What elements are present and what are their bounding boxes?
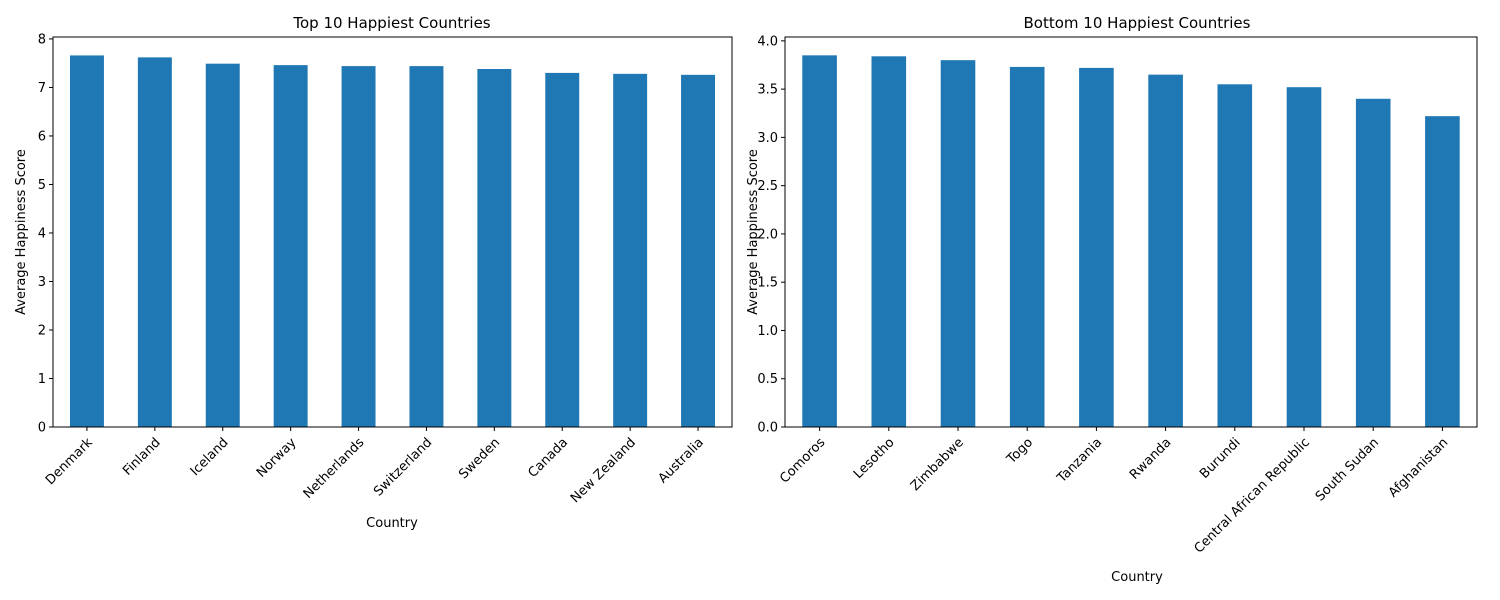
bar-south-sudan: [1355, 98, 1391, 428]
y-tick-label: 1: [38, 372, 46, 387]
bar-switzerland: [409, 66, 444, 427]
plot-frame: [52, 36, 733, 428]
bar-burundi: [1217, 84, 1253, 428]
y-tick-label: 8: [38, 32, 46, 47]
x-axis-label: Country: [1111, 570, 1163, 585]
x-tick-label: Afghanistan: [1386, 435, 1451, 500]
chart-top-10: Top 10 Happiest Countries Average Happin…: [14, 14, 733, 531]
x-tick-label: Lesotho: [851, 435, 898, 482]
x-tick-label: Australia: [656, 435, 707, 486]
y-tick-label: 2: [38, 323, 46, 338]
x-tick-label: Denmark: [43, 435, 96, 488]
bar-comoros: [802, 55, 837, 427]
chart-title: Bottom 10 Happiest Countries: [1024, 14, 1251, 32]
bar-rwanda: [1148, 74, 1183, 428]
y-tick-label: 6: [38, 129, 46, 144]
x-tick-label: Iceland: [188, 435, 232, 479]
y-tick-label: 2.0: [757, 227, 778, 242]
x-ticks: Comoros Lesotho Zimbabwe Togo Tanzania Rwanda…: [777, 427, 1451, 556]
chart-bottom-10: Bottom 10 Happiest Countries Average Hap…: [746, 14, 1478, 585]
x-tick-label: Sweden: [456, 435, 503, 482]
y-tick-label: 1.0: [757, 324, 778, 339]
bar-zimbabwe: [940, 60, 976, 428]
bar-sweden: [477, 69, 512, 427]
y-tick-label: 3.5: [757, 83, 778, 98]
y-tick-label: 0.0: [757, 421, 778, 436]
bar-finland: [137, 57, 172, 427]
x-tick-label: Tanzania: [1054, 435, 1105, 486]
x-ticks: Denmark Finland Iceland Norway Netherlands Sw…: [43, 427, 707, 506]
y-tick-label: 4: [38, 226, 46, 241]
y-axis-label: Average Happiness Score: [746, 149, 761, 315]
y-tick-label: 5: [38, 178, 46, 193]
bar-tanzania: [1079, 67, 1114, 428]
y-tick-label: 3.0: [757, 131, 778, 146]
bar-new-zealand: [613, 73, 648, 428]
x-tick-label: Burundi: [1197, 435, 1244, 482]
x-tick-label: Canada: [525, 435, 571, 481]
bar-togo: [1009, 66, 1045, 427]
bars: [69, 55, 716, 428]
x-axis-label: Country: [366, 516, 418, 531]
y-tick-label: 0: [38, 421, 46, 436]
y-tick-label: 3: [38, 275, 46, 290]
y-axis-label: Average Happiness Score: [14, 149, 29, 315]
x-tick-label: South Sudan: [1313, 435, 1382, 504]
x-tick-label: Togo: [1004, 435, 1036, 467]
bars: [802, 55, 1460, 428]
bar-central-african-republic: [1286, 87, 1322, 427]
bar-canada: [545, 72, 580, 428]
x-tick-label: Switzerland: [371, 435, 435, 499]
y-tick-label: 2.5: [757, 179, 778, 194]
x-tick-label: Central African Republic: [1192, 435, 1313, 556]
y-ticks: 0 1 2 3 4 5 6 7 8: [38, 32, 53, 436]
bar-netherlands: [341, 66, 376, 427]
bar-denmark: [69, 55, 104, 428]
y-ticks: 0.0 0.5 1.0 1.5 2.0 2.5 3.0 3.5 4.0: [757, 34, 785, 436]
bar-australia: [681, 74, 716, 428]
x-tick-label: Netherlands: [301, 435, 368, 502]
bar-norway: [273, 65, 308, 427]
y-tick-label: 7: [38, 81, 46, 96]
chart-title: Top 10 Happiest Countries: [292, 14, 490, 32]
y-tick-label: 1.5: [757, 276, 778, 291]
bar-afghanistan: [1425, 116, 1460, 427]
x-tick-label: Norway: [254, 435, 300, 481]
x-tick-label: Comoros: [777, 435, 828, 486]
x-tick-label: Finland: [120, 435, 163, 478]
bar-lesotho: [871, 56, 907, 427]
y-tick-label: 0.5: [757, 372, 778, 387]
x-tick-label: Zimbabwe: [908, 435, 967, 494]
x-tick-label: New Zealand: [568, 435, 639, 506]
x-tick-label: Rwanda: [1127, 435, 1174, 482]
plot-frame: [784, 36, 1478, 428]
y-tick-label: 4.0: [757, 34, 778, 49]
bar-iceland: [205, 63, 240, 427]
